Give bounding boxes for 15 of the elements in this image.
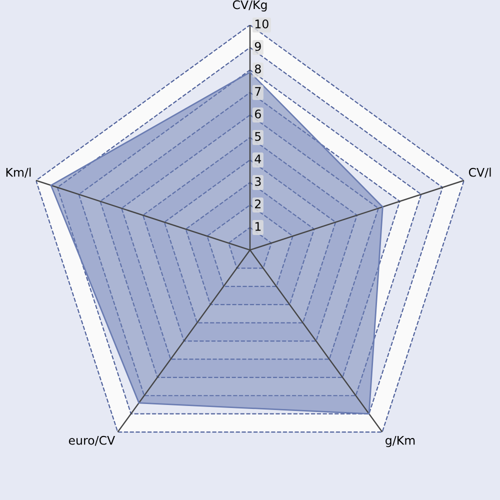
spoke-label: CV/Kg [232, 0, 267, 12]
y-tick-label: 9 [254, 42, 261, 51]
y-tick-label: 5 [255, 132, 261, 141]
y-tick-label: 7 [255, 87, 261, 96]
y-tick-label: 2 [255, 199, 260, 208]
spoke-label: euro/CV [68, 436, 116, 446]
spoke-label: CV/l [468, 168, 491, 178]
y-tick-label: 4 [254, 154, 262, 164]
y-tick-label: 1 [255, 222, 261, 231]
y-tick-label: 6 [254, 109, 261, 118]
spoke-label: g/Km [386, 436, 415, 448]
spoke-label: Km/l [6, 168, 31, 178]
y-tick-label: 8 [254, 64, 261, 74]
y-tick-label: 10 [255, 19, 268, 28]
y-tick-label: 3 [255, 176, 261, 186]
